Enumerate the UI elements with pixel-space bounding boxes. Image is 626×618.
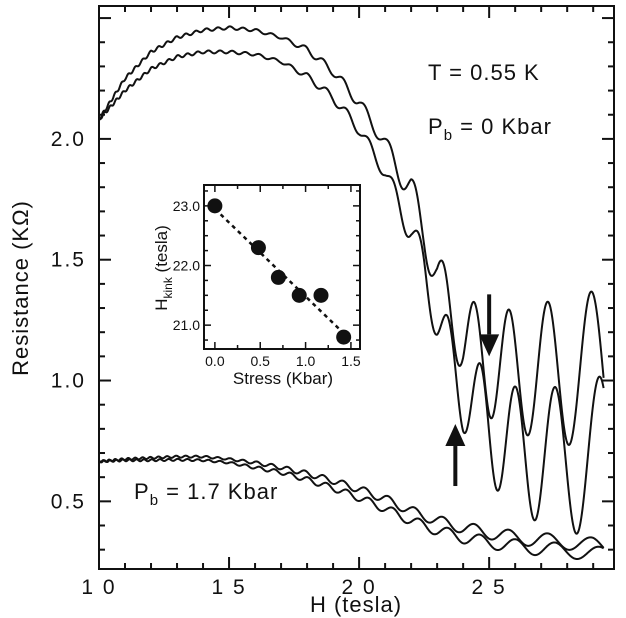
y-axis-title: Resistance (KΩ) [8,200,33,376]
arrow-up [445,424,466,487]
pressure-0-annotation: Pb = 0 Kbar [428,114,552,144]
y-tick-label: 2.0 [51,128,86,151]
resistance-curve [98,457,605,561]
inset-y-tick-label: 21.0 [173,317,200,333]
inset-frame [203,184,361,350]
pressure-0-sub: b [444,127,453,144]
x-tick-label: 1 0 [81,576,116,599]
x-tick-label: 1 5 [211,576,246,599]
kink-arrows [445,294,500,487]
pressure-17-sub: b [150,492,159,509]
pressure-0-p: P [428,114,444,139]
x-tick-label: 2 0 [341,576,376,599]
inset-data-point [250,240,266,256]
inset-x-tick-label: 1.0 [296,353,316,369]
inset-data-point [207,198,223,214]
inset-ylabel-sub: kink [161,276,175,298]
inset-x-tick-label: 0.5 [250,353,270,369]
inset-y-tick-label: 22.0 [173,258,200,274]
inset-x-axis-title: Stress (Kbar) [233,369,333,388]
inset-data-point [291,287,307,303]
pressure-17-p: P [134,479,150,504]
y-tick-label: 1.5 [51,249,86,272]
inset-y-axis-title: Hkink (tesla) [152,225,175,311]
inset-tick-labels: 0.0 0.5 1.0 1.5 21.0 22.0 23.0 [173,198,361,369]
y-tick-label: 0.5 [51,490,86,513]
resistance-curve [98,25,605,446]
inset-data-point [313,287,329,303]
inset-data-point [336,329,352,345]
temperature-annotation: T = 0.55 K [428,60,540,85]
arrow-down [479,294,500,357]
inset-x-tick-label: 0.0 [205,353,225,369]
inset-ylabel-rest: (tesla) [152,225,171,277]
inset-y-tick-label: 23.0 [173,198,200,214]
inset-axis-ticks [204,185,360,349]
main-axis-ticks [98,6,614,569]
inset-data-point [270,269,286,285]
pressure-17-annotation: Pb = 1.7 Kbar [134,479,278,509]
y-tick-label: 1.0 [51,370,86,393]
inset-data-points [207,198,352,345]
pressure-17-rest: = 1.7 Kbar [159,479,278,504]
pressure-0-rest: = 0 Kbar [453,114,552,139]
inset-x-tick-label: 1.5 [341,353,361,369]
x-tick-label: 2 5 [472,576,507,599]
main-tick-labels: 1 0 1 5 2 0 2 5 0.5 1.0 1.5 2.0 [51,128,507,599]
inset-ylabel-main: H [152,299,171,311]
x-axis-title: H (tesla) [310,592,402,617]
main-curves [98,25,605,561]
resistance-curve [98,454,605,551]
main-plot-frame [98,5,615,570]
inset-background [200,183,360,349]
resistance-curve [98,49,605,535]
